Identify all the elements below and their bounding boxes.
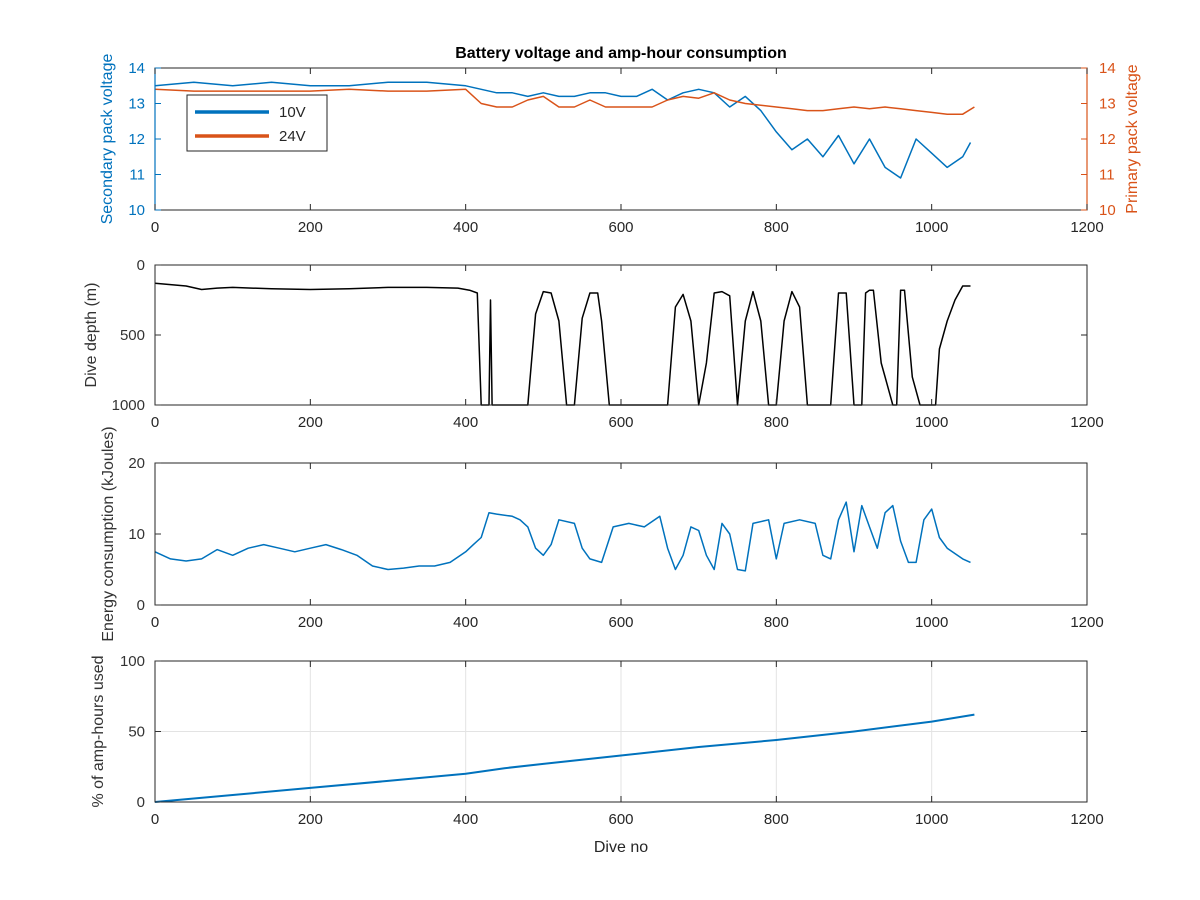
- x-tick-label: 1000: [915, 811, 948, 828]
- y-tick-label: 0: [137, 794, 145, 811]
- x-tick-label: 400: [453, 614, 478, 631]
- series-line-3-0: [154, 713, 975, 803]
- x-tick-label: 1000: [915, 614, 948, 631]
- y-axis-label: % of amp-hours used: [90, 655, 107, 807]
- y-tick-label: 13: [128, 96, 145, 113]
- y-right-tick-label: 13: [1099, 96, 1116, 113]
- x-tick-label: 400: [453, 811, 478, 828]
- amp-hours-panel: 0 200 400 600 800 1000 1200 0 50 100 % of amp-hour…: [90, 653, 1104, 856]
- series-line-0-0: [154, 81, 972, 179]
- x-tick-label: 1000: [915, 414, 948, 431]
- series-line-1-0: [154, 282, 971, 406]
- y-right-axis-label: Primary pack voltage: [1124, 64, 1141, 213]
- y-tick-label: 1000: [112, 397, 145, 414]
- x-axis-label: Dive no: [594, 839, 648, 856]
- legend-box: [186, 94, 328, 152]
- x-tick-label: 400: [453, 219, 478, 236]
- x-tick-label: 600: [608, 414, 633, 431]
- x-tick-label: 800: [764, 219, 789, 236]
- y-tick-label: 14: [128, 60, 145, 77]
- y-axis-label: Secondary pack voltage: [99, 54, 116, 225]
- y-tick-label: 500: [120, 327, 145, 344]
- y-right-tick-label: 11: [1099, 167, 1115, 184]
- x-tick-label: 0: [151, 811, 159, 828]
- depth-panel: 0 200 400 600 800 1000 1200 0 500 1000 Dive depth …: [83, 257, 1104, 431]
- y-tick-label: 10: [128, 202, 145, 219]
- y-tick-label: 10: [128, 526, 145, 543]
- x-tick-label: 200: [298, 219, 323, 236]
- series-line-2-0: [154, 501, 971, 572]
- y-tick-label: 100: [120, 653, 145, 670]
- plot-area: [155, 463, 1087, 605]
- y-tick-label: 20: [128, 455, 145, 472]
- x-tick-label: 200: [298, 614, 323, 631]
- x-tick-label: 0: [151, 414, 159, 431]
- series-line-0-1: [154, 88, 975, 115]
- x-tick-label: 200: [298, 811, 323, 828]
- y-right-tick-label: 10: [1099, 202, 1116, 219]
- y-tick-label: 50: [128, 724, 145, 741]
- x-tick-label: 1000: [915, 219, 948, 236]
- energy-panel: 0 200 400 600 800 1000 1200 0 10 20 Energy consump…: [100, 426, 1104, 641]
- x-tick-label: 1200: [1070, 414, 1103, 431]
- x-tick-label: 200: [298, 414, 323, 431]
- x-tick-label: 600: [608, 811, 633, 828]
- y-right-tick-label: 12: [1099, 131, 1116, 148]
- y-axis-label: Energy consumption (kJoules): [100, 426, 117, 641]
- y-tick-label: 0: [137, 597, 145, 614]
- x-tick-label: 600: [608, 219, 633, 236]
- voltage-panel: 0 200 400 600 800 1000 12001011121314101112131…: [99, 45, 1141, 236]
- plot-area: [155, 265, 1087, 405]
- y-axis-label: Dive depth (m): [83, 283, 100, 388]
- legend-label-0: 10V: [279, 104, 306, 121]
- y-tick-label: 0: [137, 257, 145, 274]
- y-right-tick-label: 14: [1099, 60, 1116, 77]
- y-tick-label: 11: [129, 167, 145, 184]
- x-tick-label: 0: [151, 614, 159, 631]
- chart-title: Battery voltage and amp-hour consumption: [455, 45, 787, 62]
- x-tick-label: 800: [764, 614, 789, 631]
- legend-label-1: 24V: [279, 128, 306, 145]
- x-tick-label: 1200: [1070, 614, 1103, 631]
- x-tick-label: 400: [453, 414, 478, 431]
- x-tick-label: 800: [764, 811, 789, 828]
- x-tick-label: 0: [151, 219, 159, 236]
- x-tick-label: 1200: [1070, 219, 1103, 236]
- y-tick-label: 12: [128, 131, 145, 148]
- x-tick-label: 600: [608, 614, 633, 631]
- x-tick-label: 800: [764, 414, 789, 431]
- x-tick-label: 1200: [1070, 811, 1103, 828]
